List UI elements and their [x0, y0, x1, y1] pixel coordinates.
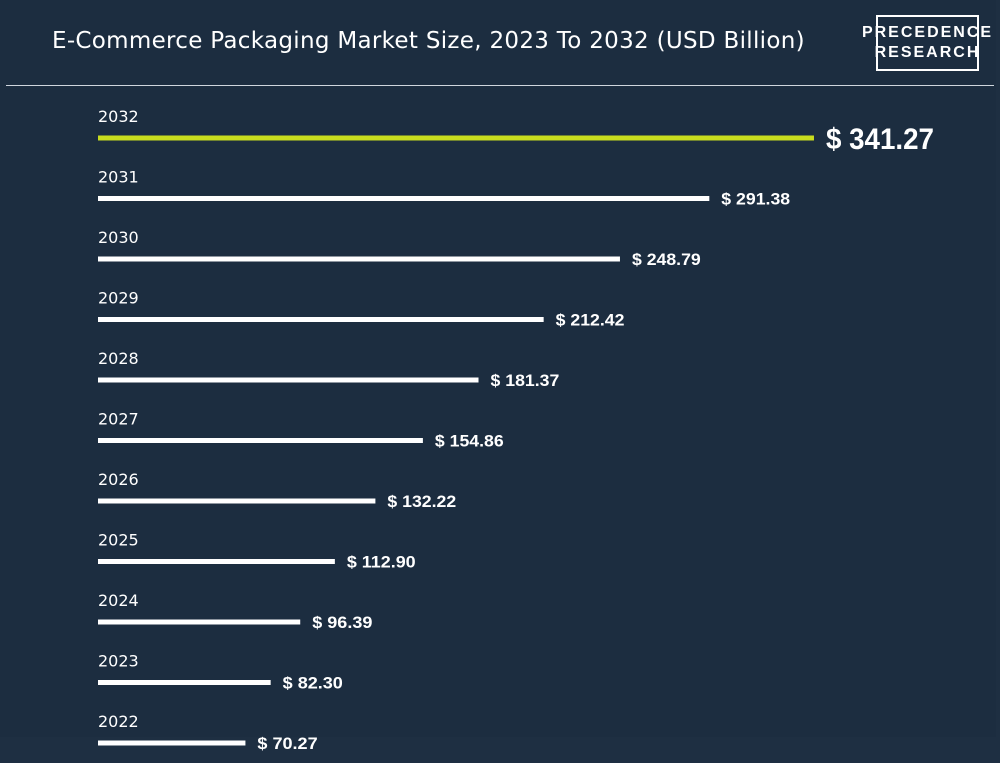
year-label: 2032 [98, 107, 139, 126]
year-label: 2023 [98, 652, 139, 671]
value-label: $ 341.27 [826, 123, 934, 156]
bar-2026 [98, 498, 376, 504]
value-label: $ 212.42 [556, 311, 625, 330]
title-divider [6, 85, 994, 86]
year-label: 2024 [98, 591, 139, 610]
precedence-research-logo: PRECEDENCE RESEARCH [862, 15, 991, 71]
bar-2029 [98, 317, 544, 322]
logo-line-2: RESEARCH [874, 44, 981, 61]
chart-title: E-Commerce Packaging Market Size, 2023 T… [52, 28, 805, 54]
value-label: $ 112.90 [347, 553, 416, 572]
bar-2022 [98, 740, 246, 746]
bar-2030 [98, 256, 620, 262]
value-label: $ 291.38 [721, 190, 790, 209]
year-label: 2027 [98, 410, 139, 429]
year-label: 2031 [98, 168, 139, 187]
bar-2032 [98, 135, 814, 141]
value-label: $ 248.79 [632, 250, 701, 269]
bar-2025 [98, 559, 335, 564]
bar-2031 [98, 196, 710, 201]
value-label: $ 154.86 [435, 432, 504, 451]
year-label: 2029 [98, 289, 139, 308]
value-label: $ 70.27 [257, 734, 317, 753]
year-label: 2026 [98, 470, 139, 489]
value-label: $ 82.30 [283, 674, 343, 693]
bar-2028 [98, 377, 479, 383]
value-label: $ 132.22 [387, 492, 456, 511]
year-label: 2025 [98, 531, 139, 550]
year-label: 2028 [98, 349, 139, 368]
chart-background [0, 0, 996, 737]
year-label: 2030 [98, 228, 139, 247]
logo-line-1: PRECEDENCE [861, 24, 994, 41]
value-label: $ 96.39 [312, 613, 372, 632]
value-label: $ 181.37 [491, 371, 560, 390]
bar-2024 [98, 619, 301, 625]
bar-2023 [98, 680, 271, 685]
bar-2027 [98, 438, 423, 443]
year-label: 2022 [98, 712, 139, 731]
